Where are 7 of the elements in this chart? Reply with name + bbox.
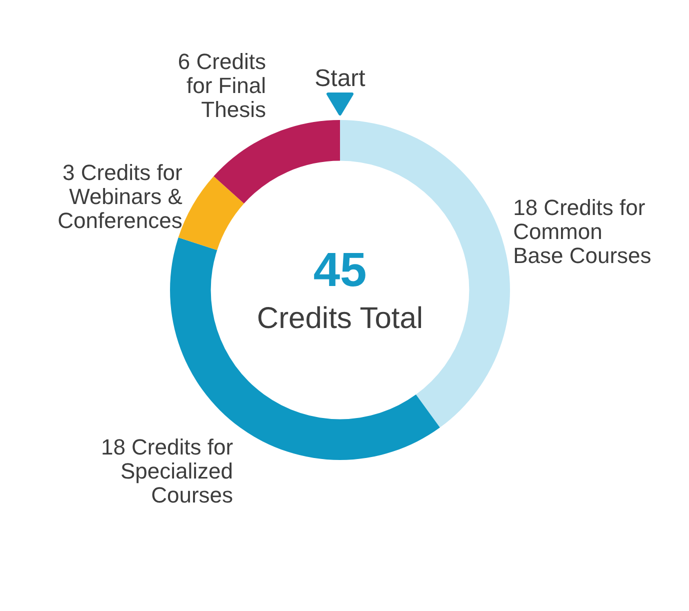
slice-label: 6 Credits for Final Thesis — [178, 48, 266, 122]
slice-label: 3 Credits for Webinars & Conferences — [58, 160, 183, 234]
text: Start — [314, 65, 366, 92]
text: 45 — [313, 244, 367, 297]
slice-label: 18 Credits for Common Base Courses — [513, 194, 652, 268]
text: Credits Total — [256, 302, 424, 335]
slice-label: 18 Credits for Specialized Courses — [100, 434, 234, 508]
